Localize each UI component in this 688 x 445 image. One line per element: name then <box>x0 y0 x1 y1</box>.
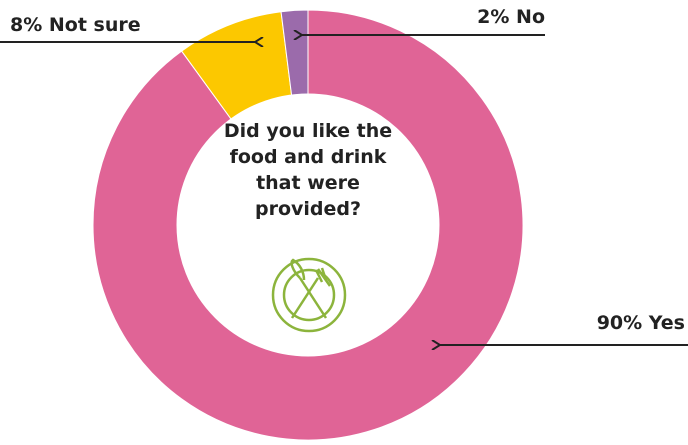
value-label: 2% No <box>477 6 545 28</box>
value-label: 8% Not sure <box>10 14 141 36</box>
center-title: Did you like the food and drink that wer… <box>223 120 393 220</box>
value-label: 90% Yes <box>597 312 685 334</box>
donut-hole <box>176 93 440 357</box>
plate-icon <box>271 257 347 333</box>
